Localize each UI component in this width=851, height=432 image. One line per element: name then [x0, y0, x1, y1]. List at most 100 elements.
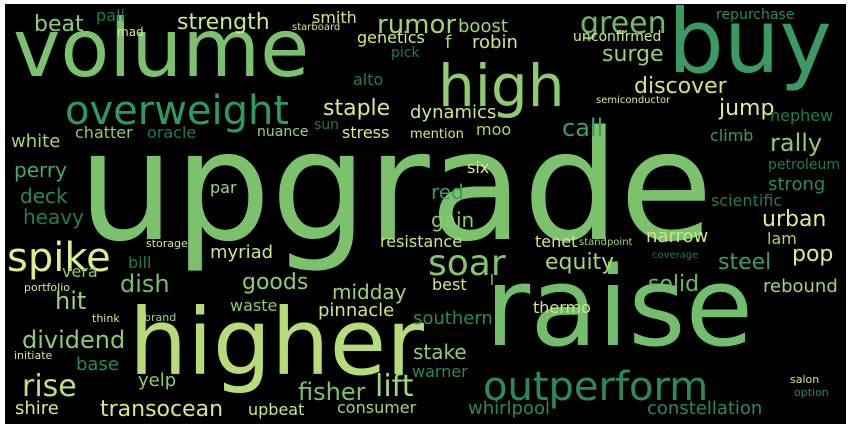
word-oracle: oracle [147, 123, 197, 142]
word-vera: vera [62, 262, 98, 281]
word-waste: waste [230, 296, 278, 315]
word-volume: volume [13, 4, 310, 95]
word-fisher: fisher [298, 378, 366, 406]
word-sun: sun [314, 117, 340, 133]
word-overweight: overweight [65, 88, 290, 134]
word-green: green [580, 6, 667, 41]
word-starboard: starboard [292, 22, 341, 33]
word-pick: pick [391, 45, 420, 61]
word-white: white [11, 131, 61, 152]
word-lam: lam [767, 229, 797, 248]
word-dividend: dividend [22, 326, 126, 354]
word-l: l [490, 273, 494, 289]
word-brand: brand [144, 311, 177, 324]
word-strength: strength [177, 10, 270, 35]
word-jump: jump [719, 96, 775, 121]
word-dynamics: dynamics [410, 102, 497, 123]
word-nephew: nephew [770, 106, 834, 125]
word-buy: buy [668, 4, 832, 93]
word-soar: soar [428, 243, 506, 284]
word-dish: dish [120, 270, 170, 298]
word-gain: gain [431, 208, 475, 232]
word-yelp: yelp [138, 370, 177, 391]
word-unconfirmed: unconfirmed [573, 29, 662, 45]
word-urban: urban [762, 207, 827, 232]
word-nuance: nuance [257, 124, 309, 140]
word-heavy: heavy [23, 205, 84, 229]
word-southern: southern [413, 308, 493, 329]
word-spike: spike [7, 235, 111, 281]
word-high: high [438, 52, 565, 120]
word-smith: smith [312, 8, 357, 27]
word-solid: solid [648, 272, 700, 297]
word-resistance: resistance [380, 232, 463, 251]
word-portfolio: portfolio [24, 281, 70, 294]
word-red: red [431, 180, 464, 204]
word-whirlpool: whirlpool [468, 398, 550, 419]
word-mention: mention [410, 127, 464, 142]
word-boost: boost [458, 16, 508, 37]
word-beat: beat [34, 12, 84, 37]
word-call: call [562, 114, 604, 142]
word-tenet: tenet [535, 232, 578, 251]
word-pall: pall [96, 6, 125, 25]
word-steel: steel [718, 250, 772, 275]
word-semiconductor: semiconductor [596, 95, 671, 106]
word-transocean: transocean [100, 397, 224, 422]
word-constellation: constellation [647, 398, 763, 419]
word-midday: midday [332, 280, 407, 304]
word-scientific: scientific [711, 191, 783, 210]
word-strong: strong [768, 174, 826, 195]
word-pop: pop [792, 242, 834, 267]
word-discover: discover [634, 74, 727, 99]
word-coverage: coverage [652, 250, 699, 261]
word-equity: equity [545, 250, 615, 275]
word-six: six [467, 158, 490, 177]
word-raise: raise [485, 243, 754, 371]
word-rebound: rebound [763, 276, 838, 297]
word-storage: storage [146, 237, 188, 250]
word-think: think [92, 312, 120, 325]
word-higher: higher [129, 289, 425, 396]
word-salon: salon [790, 373, 820, 386]
word-goods: goods [242, 270, 309, 295]
word-climb: climb [710, 126, 754, 145]
word-moo: moo [476, 120, 512, 139]
word-chatter: chatter [75, 123, 133, 142]
word-thermo: thermo [533, 298, 591, 317]
word-rise: rise [22, 369, 77, 404]
word-mad: mad [117, 25, 144, 39]
word-myriad: myriad [210, 242, 274, 263]
word-initiate: initiate [14, 349, 53, 362]
word-shire: shire [15, 398, 59, 419]
word-upgrade: upgrade [78, 98, 713, 275]
word-f: f [445, 32, 452, 53]
word-bill: bill [128, 253, 152, 272]
word-base: base [76, 354, 119, 375]
word-stake: stake [413, 340, 467, 364]
word-surge: surge [602, 42, 664, 67]
word-perry: perry [14, 158, 67, 182]
word-warner: warner [412, 362, 468, 381]
word-staple: staple [323, 96, 391, 121]
word-cloud: upgrade raise higher volume buy high out… [5, 4, 846, 424]
word-consumer: consumer [337, 398, 417, 417]
word-best: best [432, 275, 467, 294]
word-robin: robin [472, 32, 518, 53]
word-repurchase: repurchase [716, 7, 795, 23]
word-outperform: outperform [483, 364, 709, 410]
word-rally: rally [770, 129, 823, 157]
word-narrow: narrow [646, 226, 709, 247]
word-upbeat: upbeat [248, 400, 305, 419]
word-alto: alto [353, 70, 384, 89]
word-petroleum: petroleum [768, 157, 841, 173]
word-lift: lift [375, 369, 414, 404]
word-par: par [210, 178, 237, 197]
word-deck: deck [20, 184, 68, 208]
word-stress: stress [342, 123, 390, 142]
word-pinnacle: pinnacle [318, 300, 395, 321]
word-option: option [794, 386, 829, 399]
word-rumor: rumor [377, 10, 457, 40]
word-hit: hit [55, 287, 87, 315]
word-genetics: genetics [357, 28, 425, 47]
